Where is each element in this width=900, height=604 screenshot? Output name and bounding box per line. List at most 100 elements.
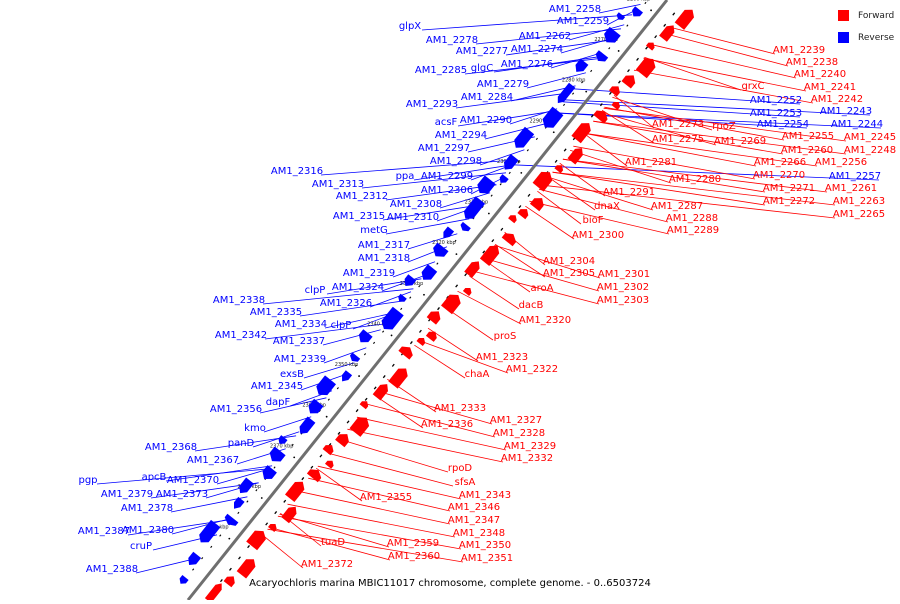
marker-dash [636, 57, 639, 61]
leader-line [553, 112, 882, 129]
forward-gene-label: AM1_2239 [773, 45, 825, 56]
forward-gene-label: AM1_2269 [714, 136, 766, 147]
leader-line [559, 162, 606, 197]
leader-line [529, 200, 670, 235]
forward-gene-arrow [611, 102, 620, 110]
leader-line [475, 28, 622, 45]
forward-gene-label: proS [494, 331, 517, 342]
reverse-gene-arrow [342, 370, 353, 382]
marker-dash [554, 159, 558, 163]
leader-line [479, 149, 525, 166]
marker-dash [310, 465, 314, 469]
leader-line [413, 164, 513, 181]
marker-dash [382, 375, 386, 379]
marker-dash [391, 363, 395, 367]
marker-dash [518, 205, 522, 209]
leader-line [663, 32, 789, 67]
forward-gene-arrow [204, 583, 222, 604]
reverse-gene-arrow [616, 12, 625, 20]
reverse-gene-arrow [358, 329, 373, 343]
reverse-gene-arrow [604, 26, 621, 43]
reverse-gene-label: AM1_2279 [477, 79, 529, 90]
leader-line [315, 467, 363, 502]
marker-dash [346, 420, 350, 424]
forward-gene-arrow [236, 559, 256, 579]
forward-gene-arrow [372, 384, 388, 401]
leader-line [548, 176, 596, 211]
leader-line [317, 465, 462, 500]
forward-gene-arrow [567, 148, 583, 165]
forward-gene-label: AM1_2270 [753, 170, 805, 181]
reverse-gene-label: AM1_2262 [519, 31, 571, 42]
leader-line [494, 244, 601, 279]
forward-gene-label: AM1_2320 [519, 315, 571, 326]
forward-gene-label: AM1_2245 [844, 132, 896, 143]
marker-dash [672, 12, 676, 16]
forward-gene-arrow [223, 576, 235, 588]
reverse-gene-label: AM1_2253 [750, 108, 802, 119]
marker-dash [590, 114, 594, 118]
marker-dash [273, 466, 276, 469]
reverse-gene-arrow [557, 82, 576, 104]
reverse-swatch [838, 32, 849, 43]
reverse-gene-arrow [199, 519, 221, 543]
forward-gene-arrow [529, 198, 544, 212]
reverse-gene-arrow [404, 274, 417, 286]
reverse-gene-arrow [398, 293, 407, 302]
reverse-gene-label: AM1_2313 [312, 179, 364, 190]
forward-gene-arrow [359, 401, 369, 410]
reverse-gene-label: AM1_2380 [122, 525, 174, 536]
marker-dash [499, 183, 502, 186]
reverse-gene-arrow [308, 398, 324, 414]
legend-reverse-label: Reverse [858, 32, 895, 43]
forward-gene-arrow [441, 294, 461, 315]
forward-gene-label: rpoD [448, 463, 473, 474]
reverse-gene-label: AM1_2310 [387, 212, 439, 223]
leader-line [552, 171, 836, 206]
forward-gene-label: AM1_2323 [476, 352, 528, 363]
forward-gene-label: AM1_2351 [461, 553, 513, 564]
forward-gene-label: aroA [531, 283, 554, 294]
marker-dash [572, 92, 575, 95]
forward-gene-label: grxC [741, 81, 764, 92]
leader-line [633, 69, 814, 104]
reverse-gene-arrow [477, 175, 496, 194]
reverse-gene-label: AM1_2387 [78, 526, 130, 537]
forward-gene-arrow [659, 25, 675, 42]
reverse-gene-arrow [299, 416, 316, 434]
leader-line [583, 132, 628, 167]
forward-gene-label: AM1_2343 [459, 490, 511, 501]
marker-dash [291, 443, 294, 447]
reverse-gene-label: AM1_2299 [421, 171, 473, 182]
axis-tick-dot [260, 497, 263, 499]
leader-line [377, 390, 493, 425]
marker-dash [581, 81, 584, 84]
forward-gene-label: AM1_2241 [804, 82, 856, 93]
axis-tick-dot [650, 9, 652, 12]
reverse-gene-arrow [499, 174, 509, 183]
reverse-gene-arrow [504, 154, 519, 170]
forward-gene-arrow [425, 331, 437, 342]
marker-dash [400, 307, 403, 311]
reverse-gene-label: cruP [130, 541, 152, 552]
leader-line [494, 243, 546, 278]
leader-line [653, 44, 797, 79]
reverse-gene-label: AM1_2367 [187, 455, 239, 466]
leader-line [414, 344, 466, 379]
forward-gene-label: AM1_2301 [598, 269, 650, 280]
leader-line [505, 39, 613, 56]
marker-dash [491, 239, 495, 243]
leader-line [613, 94, 655, 129]
leader-line [668, 26, 776, 55]
reverse-gene-label: AM1_2345 [251, 381, 303, 392]
reverse-gene-label: AM1_2337 [273, 336, 325, 347]
marker-dash [237, 511, 240, 515]
forward-gene-arrow [479, 245, 500, 266]
marker-dash [265, 522, 269, 526]
leader-line [374, 394, 424, 429]
leader-line [361, 172, 507, 189]
forward-gene-label: AM1_2291 [603, 187, 655, 198]
reverse-gene-label: glgC [471, 63, 493, 74]
leader-line [263, 416, 312, 433]
